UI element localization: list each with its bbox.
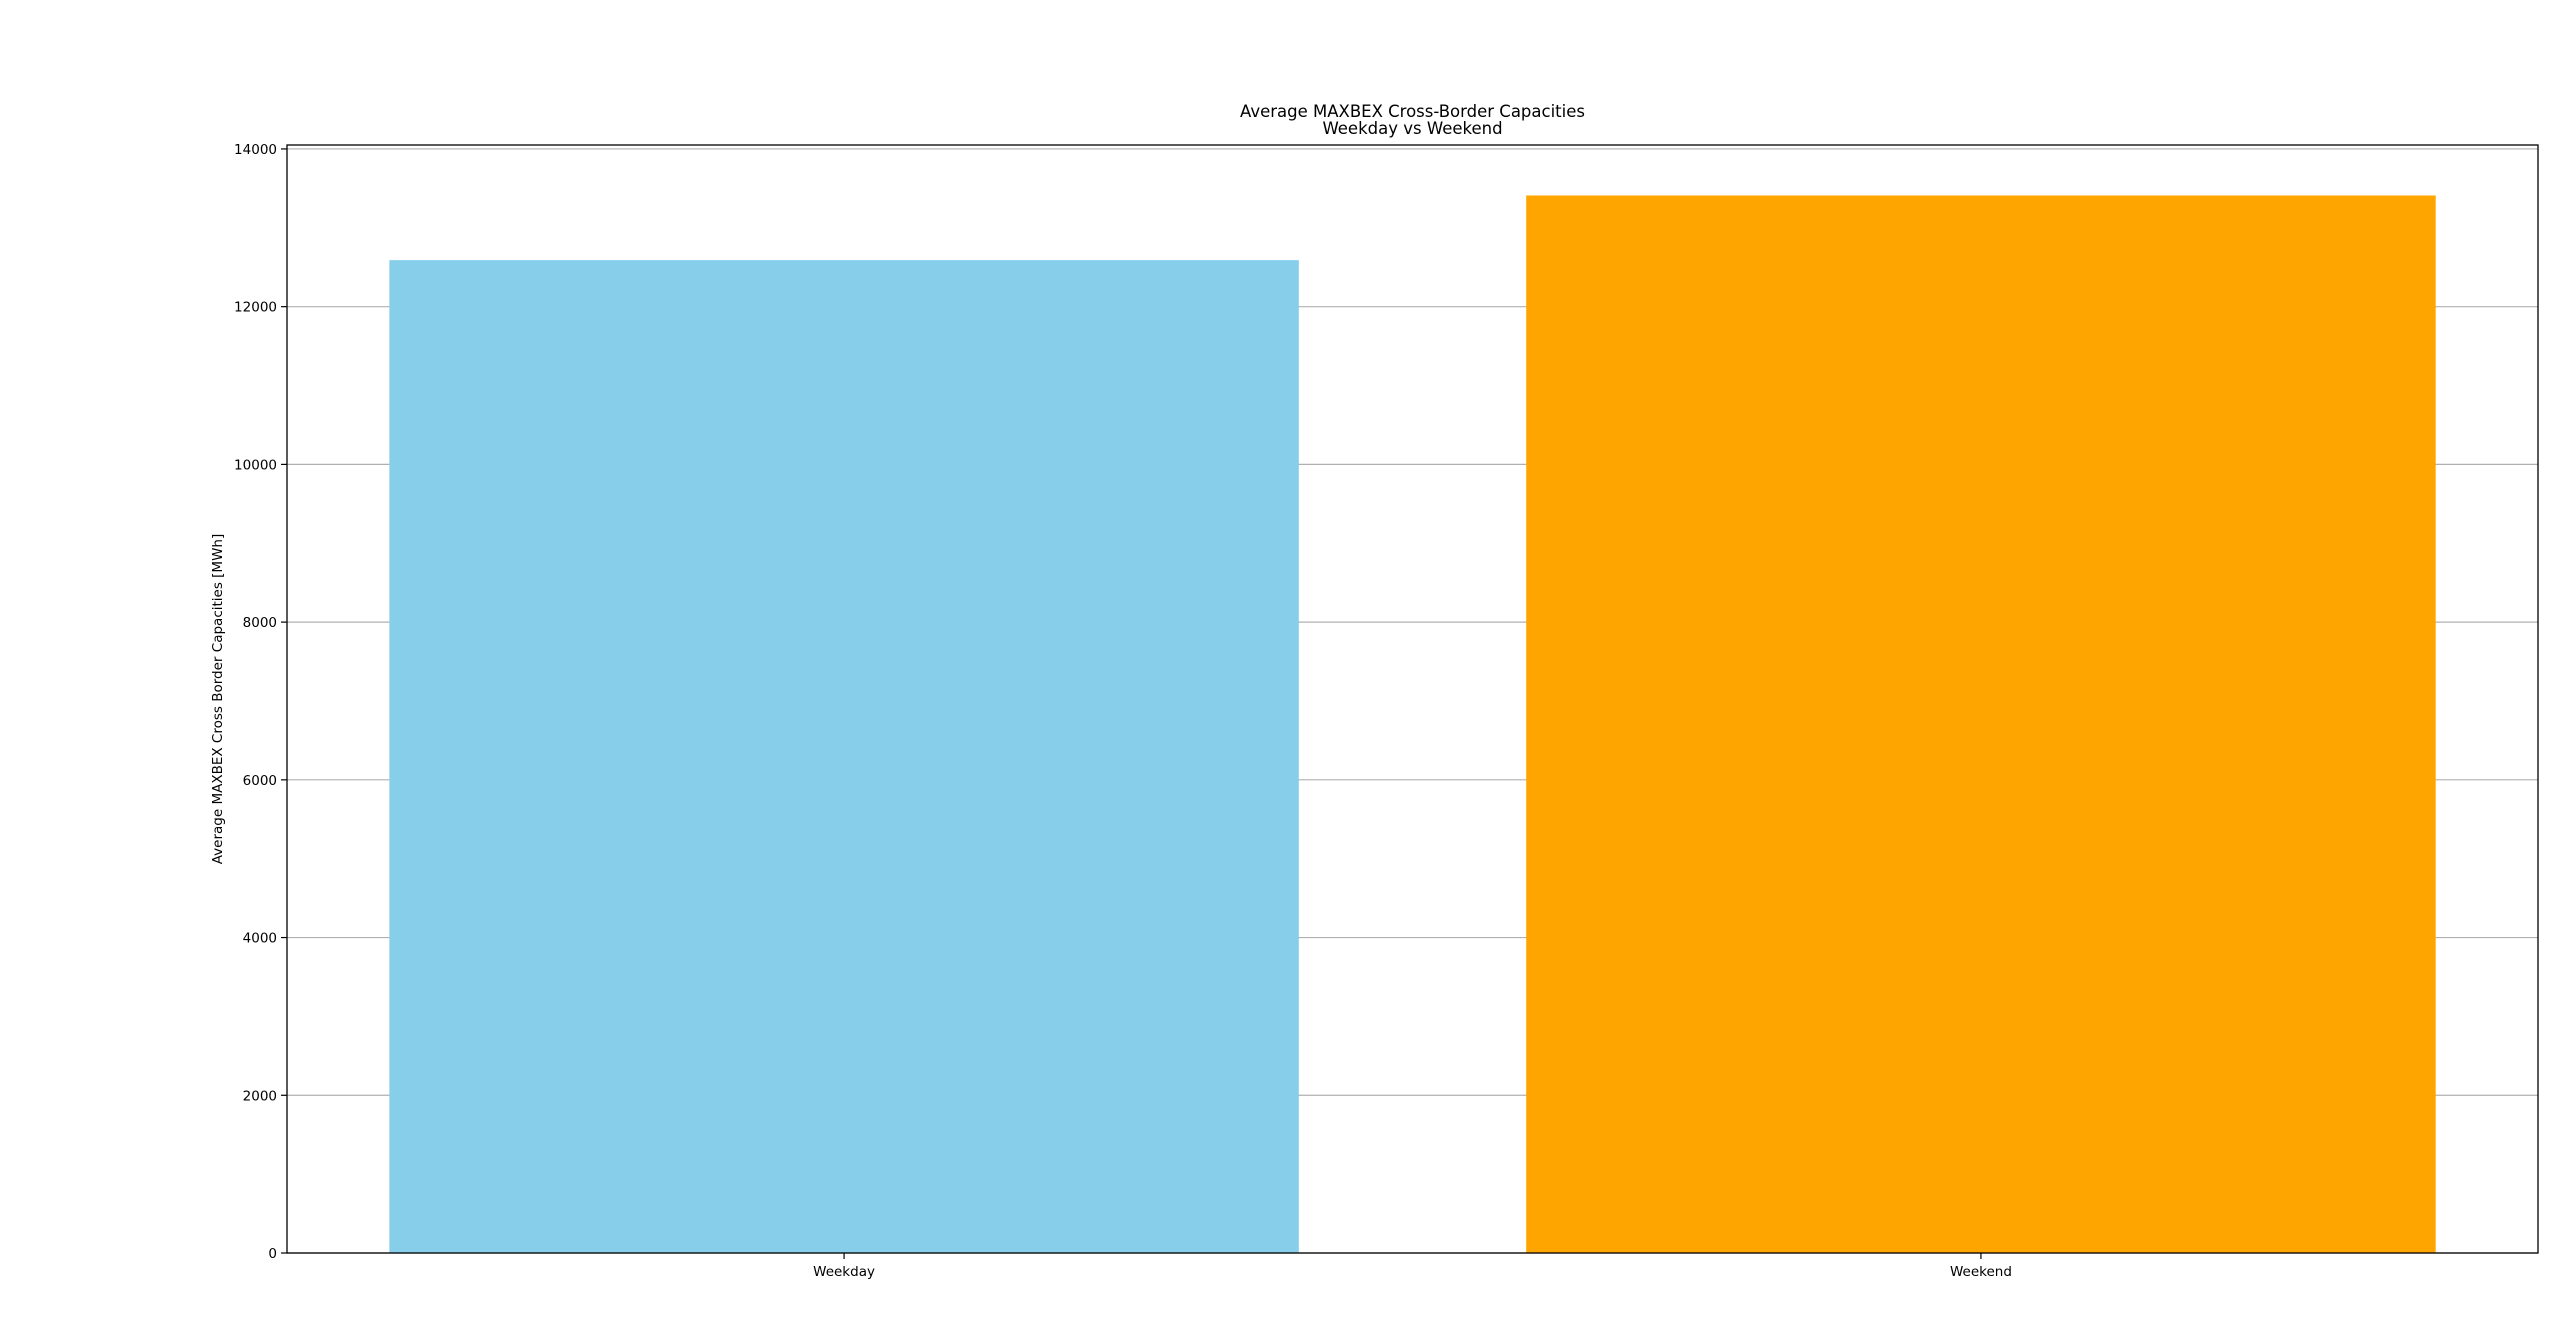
y-tick-label: 8000: [243, 615, 277, 631]
x-tick-label: Weekday: [813, 1264, 875, 1280]
x-axis-ticks: Weekday Weekend: [813, 1253, 2012, 1280]
y-axis-ticks: 0 2000 4000 6000 8000 10000 12000 14000: [234, 142, 287, 1262]
y-tick-label: 4000: [243, 931, 277, 947]
y-tick-label: 12000: [234, 300, 277, 316]
bar-weekday: [389, 260, 1299, 1254]
y-tick-label: 0: [268, 1246, 277, 1262]
chart-title: Average MAXBEX Cross-Border Capacities: [1240, 102, 1585, 121]
y-tick-label: 6000: [243, 773, 277, 789]
y-tick-label: 2000: [243, 1088, 277, 1104]
x-tick-label: Weekend: [1950, 1264, 2012, 1280]
y-axis-label: Average MAXBEX Cross Border Capacities […: [210, 534, 226, 865]
bars: [389, 195, 2436, 1254]
bar-weekend: [1526, 195, 2436, 1253]
y-tick-label: 10000: [234, 457, 277, 473]
chart-subtitle: Weekday vs Weekend: [1322, 119, 1502, 138]
plot-frame: [286, 144, 2539, 1254]
y-tick-label: 14000: [234, 142, 277, 158]
